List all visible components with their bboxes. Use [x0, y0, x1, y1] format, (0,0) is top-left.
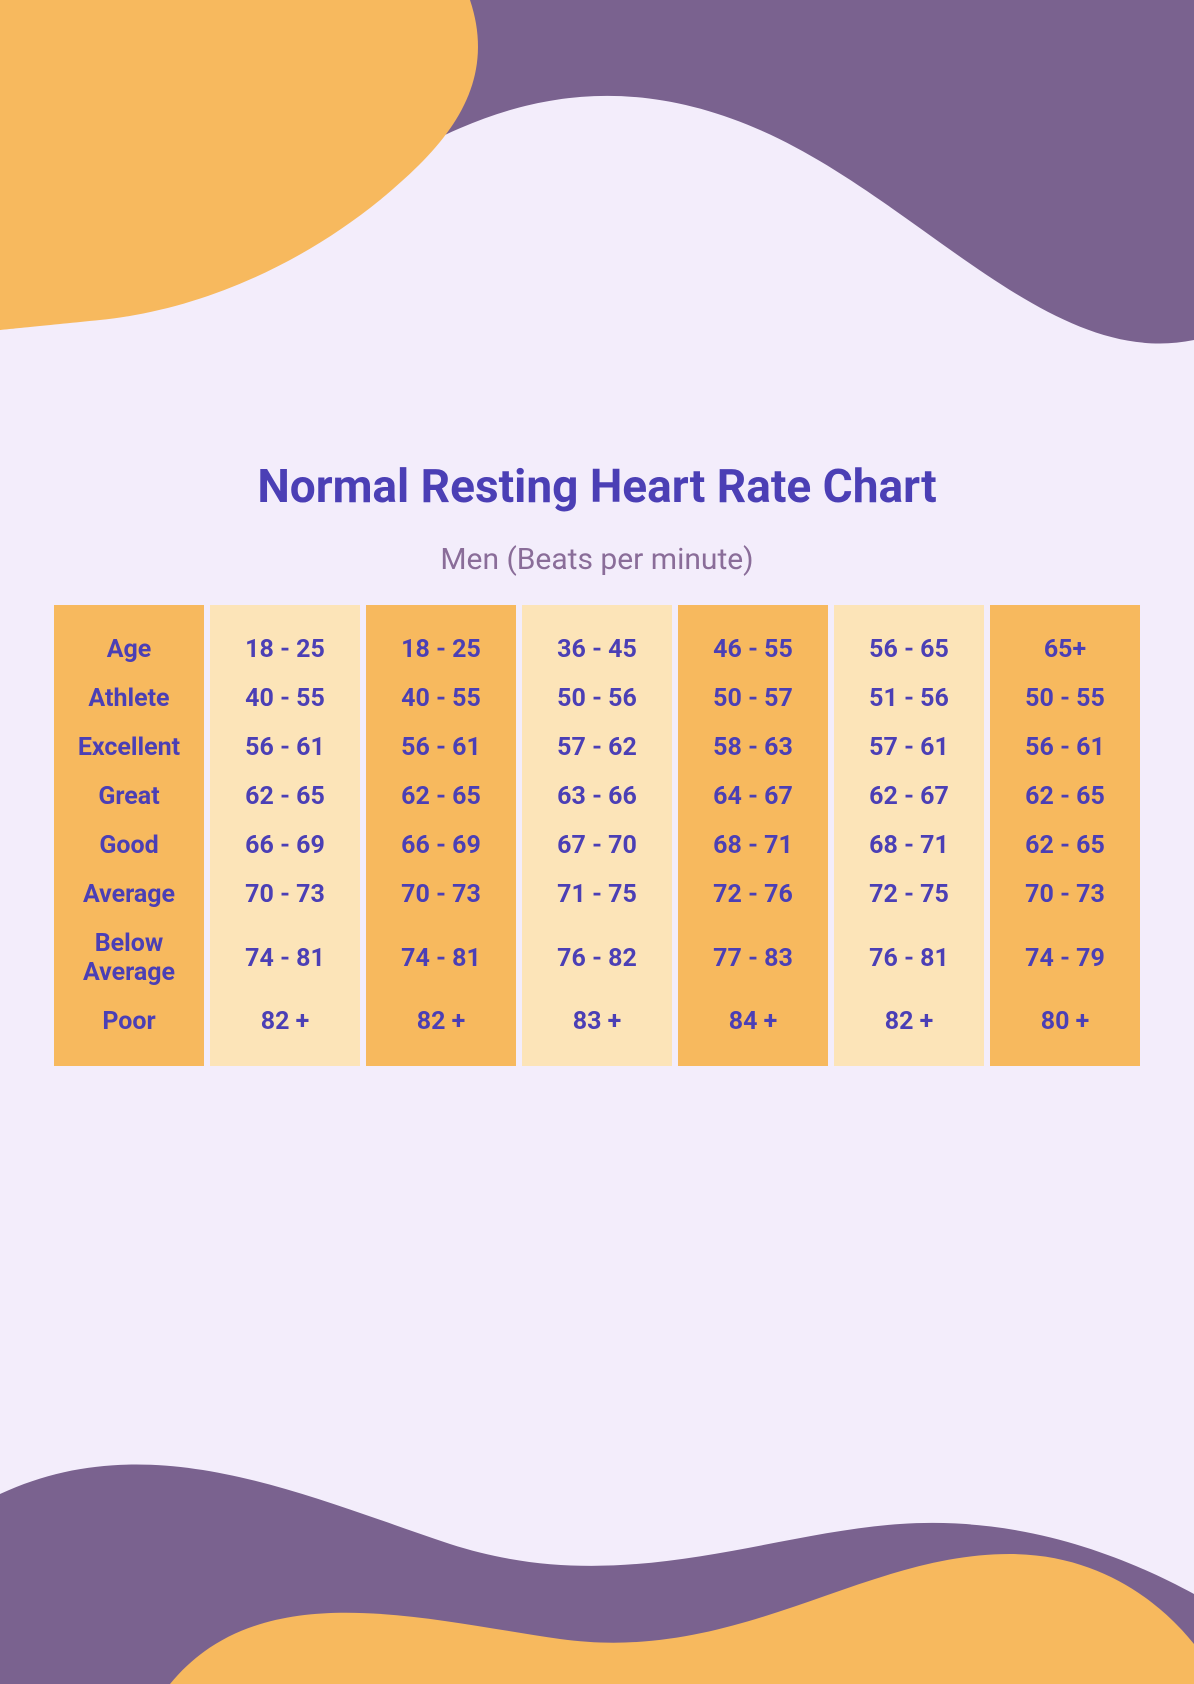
cell: 82 + [210, 997, 360, 1066]
cell: 63 - 66 [522, 772, 672, 821]
table-row-excellent: Excellent 56 - 61 56 - 61 57 - 62 58 - 6… [54, 723, 1140, 772]
cell: 50 - 55 [990, 674, 1140, 723]
cell: 50 - 57 [678, 674, 828, 723]
cell: 82 + [834, 997, 984, 1066]
heart-rate-table-wrap: Age 18 - 25 18 - 25 36 - 45 46 - 55 56 -… [48, 605, 1146, 1066]
cell: 56 - 61 [366, 723, 516, 772]
age-col-1: 18 - 25 [210, 605, 360, 674]
cell: 64 - 67 [678, 772, 828, 821]
table-row-average: Average 70 - 73 70 - 73 71 - 75 72 - 76 … [54, 870, 1140, 919]
age-col-5: 56 - 65 [834, 605, 984, 674]
cell: 83 + [522, 997, 672, 1066]
cell: 56 - 61 [990, 723, 1140, 772]
cell: 40 - 55 [210, 674, 360, 723]
row-label: Great [54, 772, 204, 821]
cell: 76 - 81 [834, 919, 984, 997]
cell: 68 - 71 [678, 821, 828, 870]
cell: 74 - 81 [366, 919, 516, 997]
cell: 57 - 61 [834, 723, 984, 772]
cell: 70 - 73 [990, 870, 1140, 919]
row-label: Good [54, 821, 204, 870]
age-col-3: 36 - 45 [522, 605, 672, 674]
cell: 62 - 65 [990, 821, 1140, 870]
row-label: Excellent [54, 723, 204, 772]
age-col-6: 65+ [990, 605, 1140, 674]
cell: 70 - 73 [366, 870, 516, 919]
row-label: Poor [54, 997, 204, 1066]
table-row-age: Age 18 - 25 18 - 25 36 - 45 46 - 55 56 -… [54, 605, 1140, 674]
cell: 62 - 67 [834, 772, 984, 821]
cell: 58 - 63 [678, 723, 828, 772]
age-col-4: 46 - 55 [678, 605, 828, 674]
cell: 72 - 76 [678, 870, 828, 919]
page-title: Normal Resting Heart Rate Chart [0, 460, 1194, 514]
table-row-good: Good 66 - 69 66 - 69 67 - 70 68 - 71 68 … [54, 821, 1140, 870]
cell: 74 - 79 [990, 919, 1140, 997]
cell: 82 + [366, 997, 516, 1066]
cell: 76 - 82 [522, 919, 672, 997]
cell: 51 - 56 [834, 674, 984, 723]
cell: 68 - 71 [834, 821, 984, 870]
cell: 62 - 65 [210, 772, 360, 821]
cell: 71 - 75 [522, 870, 672, 919]
cell: 72 - 75 [834, 870, 984, 919]
cell: 66 - 69 [366, 821, 516, 870]
row-label: Below Average [54, 919, 204, 997]
table-row-athlete: Athlete 40 - 55 40 - 55 50 - 56 50 - 57 … [54, 674, 1140, 723]
cell: 84 + [678, 997, 828, 1066]
wave-bottom-orange [0, 1444, 1194, 1684]
table-row-poor: Poor 82 + 82 + 83 + 84 + 82 + 80 + [54, 997, 1140, 1066]
heart-rate-table: Age 18 - 25 18 - 25 36 - 45 46 - 55 56 -… [48, 605, 1146, 1066]
row-label: Age [54, 605, 204, 674]
cell: 56 - 61 [210, 723, 360, 772]
cell: 40 - 55 [366, 674, 516, 723]
table-row-great: Great 62 - 65 62 - 65 63 - 66 64 - 67 62… [54, 772, 1140, 821]
row-label: Average [54, 870, 204, 919]
row-label: Athlete [54, 674, 204, 723]
page-subtitle: Men (Beats per minute) [0, 542, 1194, 577]
table-row-below-average: Below Average 74 - 81 74 - 81 76 - 82 77… [54, 919, 1140, 997]
cell: 70 - 73 [210, 870, 360, 919]
cell: 62 - 65 [990, 772, 1140, 821]
cell: 62 - 65 [366, 772, 516, 821]
cell: 77 - 83 [678, 919, 828, 997]
cell: 50 - 56 [522, 674, 672, 723]
cell: 66 - 69 [210, 821, 360, 870]
age-col-2: 18 - 25 [366, 605, 516, 674]
cell: 80 + [990, 997, 1140, 1066]
cell: 74 - 81 [210, 919, 360, 997]
cell: 57 - 62 [522, 723, 672, 772]
chart-content: Normal Resting Heart Rate Chart Men (Bea… [0, 0, 1194, 1066]
cell: 67 - 70 [522, 821, 672, 870]
wave-bottom-purple [0, 1384, 1194, 1684]
